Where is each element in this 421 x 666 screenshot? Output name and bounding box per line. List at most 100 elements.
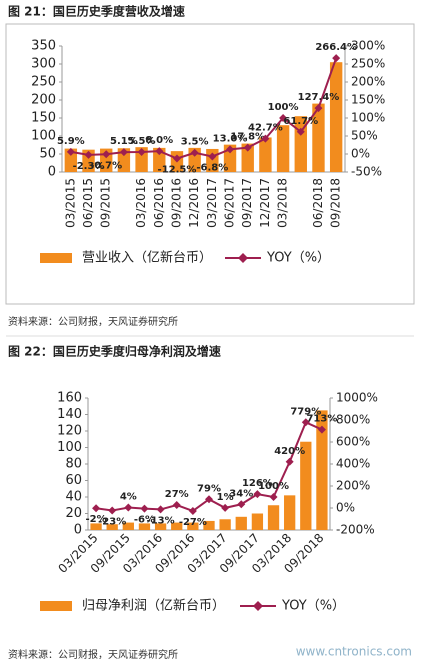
bar	[276, 125, 290, 172]
y-tick-label: 50	[39, 147, 56, 162]
y-tick-label: 250	[31, 75, 56, 90]
line-marker	[137, 148, 146, 157]
line-marker	[155, 147, 164, 156]
data-label: 13.0%	[213, 133, 248, 144]
line-marker	[261, 134, 270, 143]
x-tick-label: 06/2017	[223, 178, 237, 228]
y-tick-label: 150	[31, 111, 56, 126]
x-tick-label: 06/2016	[152, 178, 166, 228]
x-tick-label: 12/2017	[258, 178, 272, 228]
bar	[138, 523, 151, 530]
y2-tick-label: 250%	[351, 57, 385, 71]
bar	[187, 522, 199, 530]
y2-tick-label: 600%	[336, 435, 370, 449]
line-marker	[205, 495, 213, 504]
bar	[316, 410, 328, 530]
data-label: -6%	[134, 515, 155, 526]
x-tick-label: 09/2017	[240, 178, 254, 228]
y-tick-label: 200	[31, 93, 56, 108]
line-marker	[296, 127, 305, 136]
y2-tick-label: 0%	[336, 501, 355, 515]
line-marker	[156, 505, 165, 514]
y2-tick-label: 300%	[351, 39, 385, 53]
y2-tick-label: 150%	[351, 93, 385, 107]
y2-tick-label: 200%	[336, 479, 370, 493]
data-label: 266.4%	[315, 42, 357, 53]
y-tick-label: 0	[74, 523, 82, 538]
line-marker	[221, 503, 230, 512]
line-marker	[317, 425, 326, 434]
line-marker	[226, 145, 235, 154]
line-marker	[66, 147, 75, 156]
y-tick-label: 120	[57, 424, 82, 439]
y-tick-label: 160	[57, 391, 82, 406]
line-marker	[243, 143, 252, 152]
bar	[64, 148, 78, 172]
line-marker	[102, 150, 111, 159]
y-tick-label: 140	[57, 407, 82, 422]
data-label: 5.1%	[110, 136, 138, 147]
line-marker	[208, 152, 217, 161]
bar	[117, 148, 131, 172]
line-marker	[237, 500, 246, 509]
line-marker	[285, 457, 294, 466]
data-label: 420%	[274, 446, 305, 457]
bar	[235, 516, 247, 530]
chart-frame	[5, 23, 415, 305]
bar	[312, 103, 325, 172]
line	[70, 57, 338, 160]
bar	[135, 147, 148, 172]
y-tick-label: 40	[65, 490, 82, 505]
line-marker	[124, 503, 133, 512]
data-label: 27%	[165, 489, 189, 500]
y-tick-label: 20	[65, 506, 82, 521]
data-label: 8.0%	[145, 135, 173, 146]
data-label: 3.5%	[181, 137, 209, 148]
line-marker	[314, 104, 323, 113]
y2-tick-label: 50%	[351, 129, 378, 143]
y-tick-label: 350	[31, 39, 56, 54]
y-tick-label: 300	[31, 57, 56, 72]
bar	[154, 523, 167, 530]
data-label: -12.5%	[158, 165, 197, 176]
bar	[241, 143, 254, 172]
x-tick-label: 03/2018	[276, 178, 290, 228]
figure-title: 图 22：国巨历史季度归母净利润及增速	[8, 344, 221, 359]
data-label: -23%	[98, 517, 126, 528]
data-label: 5.5%	[128, 136, 156, 147]
x-tick-label: 03/2015	[63, 178, 77, 228]
x-tick-label: 06/2015	[81, 178, 95, 228]
source-note: 资料来源：公司财报，天风证券研究所	[8, 315, 178, 328]
line-marker	[253, 490, 262, 499]
data-label: 61.7%	[283, 116, 318, 127]
line-marker	[269, 493, 278, 501]
data-label: 713%	[306, 414, 337, 425]
line-marker	[190, 148, 199, 157]
line-marker	[84, 150, 93, 159]
data-label: -13%	[147, 515, 175, 526]
line-marker	[332, 54, 341, 63]
y2-tick-label: -200%	[336, 523, 375, 537]
x-tick-label: 09/2015	[99, 178, 113, 228]
y2-tick-label: 200%	[351, 75, 385, 89]
data-label: 17.8%	[230, 132, 265, 143]
y-tick-label: 100	[31, 129, 56, 144]
data-label: 100%	[268, 102, 299, 113]
line-marker	[108, 506, 117, 515]
line-marker	[92, 504, 101, 513]
legend-swatch	[253, 601, 263, 611]
line-marker	[279, 114, 288, 122]
data-label: 1%	[217, 492, 234, 503]
legend-label: YOY（%）	[266, 251, 330, 266]
y-tick-label: 0	[48, 165, 56, 180]
data-label: 127.4%	[298, 92, 340, 103]
data-label: -6.8%	[196, 162, 228, 173]
line-marker	[301, 418, 310, 427]
bar	[284, 495, 296, 530]
y-tick-label: 80	[65, 457, 82, 472]
data-label: 100%	[258, 481, 289, 492]
data-label: 34%	[229, 488, 253, 499]
x-tick-label: 09/2018	[329, 178, 343, 228]
data-label: -2%	[85, 514, 106, 525]
